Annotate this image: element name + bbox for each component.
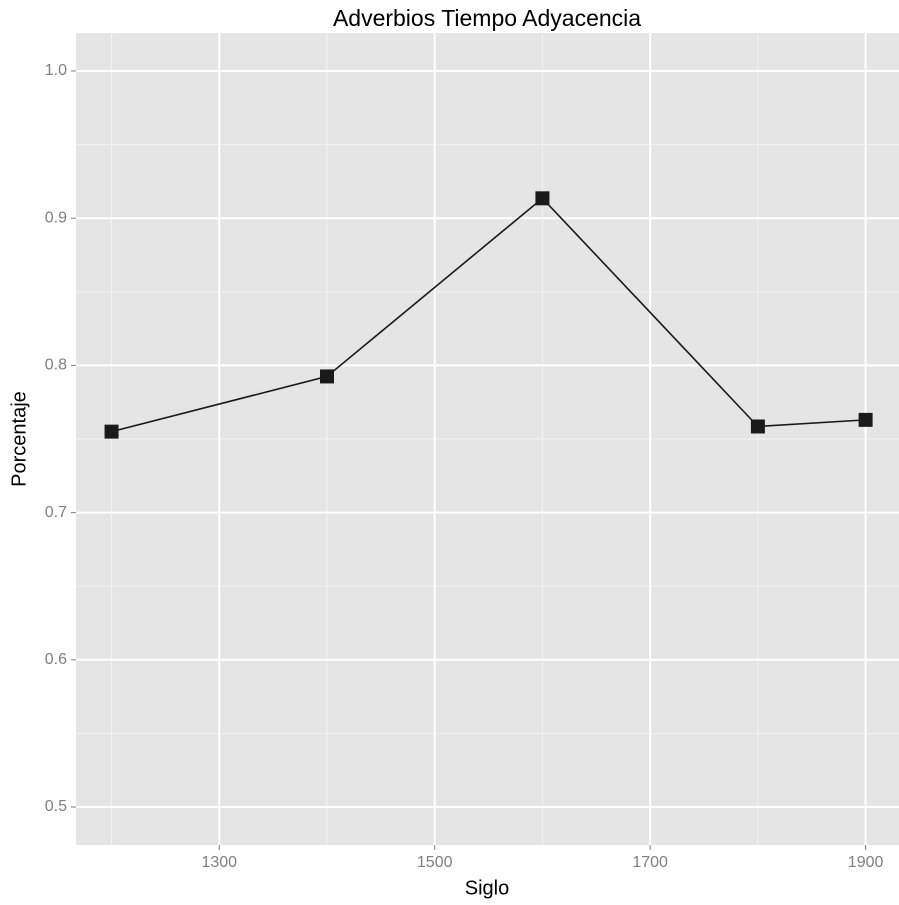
x-tick-label: 1300 (201, 854, 237, 871)
x-tick-label: 1700 (632, 854, 668, 871)
y-tick-label: 0.5 (45, 798, 67, 815)
y-tick-label: 0.9 (45, 209, 67, 226)
y-axis-title: Porcentaje (8, 391, 30, 487)
marker (535, 191, 550, 206)
marker (104, 424, 119, 439)
y-tick-label: 0.8 (45, 357, 67, 374)
y-tick-label: 1.0 (45, 62, 67, 79)
marker (319, 369, 334, 384)
chart-title: Adverbios Tiempo Adyacencia (333, 5, 641, 31)
y-tick-label: 0.7 (45, 504, 67, 521)
x-tick-label: 1900 (848, 854, 884, 871)
y-tick-label: 0.6 (45, 651, 67, 668)
x-axis-title: Siglo (465, 877, 509, 899)
marker (750, 419, 765, 434)
marker (858, 412, 873, 427)
x-tick-label: 1500 (417, 854, 453, 871)
